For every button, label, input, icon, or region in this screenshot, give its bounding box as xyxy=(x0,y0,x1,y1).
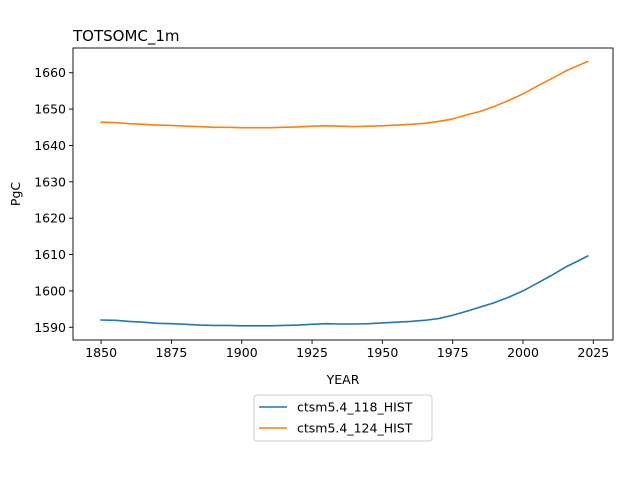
y-tick-label: 1600 xyxy=(34,283,66,298)
x-axis-label: YEAR xyxy=(326,372,360,387)
legend-box xyxy=(253,394,433,442)
plot-lines xyxy=(100,60,589,327)
y-tick-label: 1650 xyxy=(34,102,66,117)
x-tick-label: 1950 xyxy=(366,345,398,360)
x-tick-label: 2025 xyxy=(577,345,609,360)
y-tick-label: 1640 xyxy=(34,138,66,153)
chart-title: TOTSOMC_1m xyxy=(72,27,180,46)
legend-label-2: ctsm5.4_124_HIST xyxy=(297,421,413,436)
x-tick-label: 2000 xyxy=(507,345,539,360)
legend: ctsm5.4_118_HIST ctsm5.4_124_HIST xyxy=(253,394,433,442)
series-line-1 xyxy=(100,254,589,327)
y-axis: 1590 1600 1610 1620 1630 1640 1650 1660 xyxy=(34,65,73,335)
x-tick-label: 1850 xyxy=(85,345,117,360)
x-tick-label: 1975 xyxy=(437,345,469,360)
x-tick-label: 1925 xyxy=(296,345,328,360)
legend-label-1: ctsm5.4_118_HIST xyxy=(297,400,413,415)
y-tick-label: 1660 xyxy=(34,65,66,80)
y-axis-label: PgC xyxy=(8,182,23,206)
y-tick-label: 1590 xyxy=(34,320,66,335)
x-tick-label: 1900 xyxy=(226,345,258,360)
y-tick-label: 1620 xyxy=(34,211,66,226)
y-tick-label: 1630 xyxy=(34,174,66,189)
x-tick-label: 1875 xyxy=(156,345,188,360)
x-axis: 1850 1875 1900 1925 1950 1975 2000 2025 xyxy=(85,340,609,360)
series-line-2 xyxy=(100,60,589,129)
y-tick-label: 1610 xyxy=(34,247,66,262)
plot-frame xyxy=(72,47,614,341)
